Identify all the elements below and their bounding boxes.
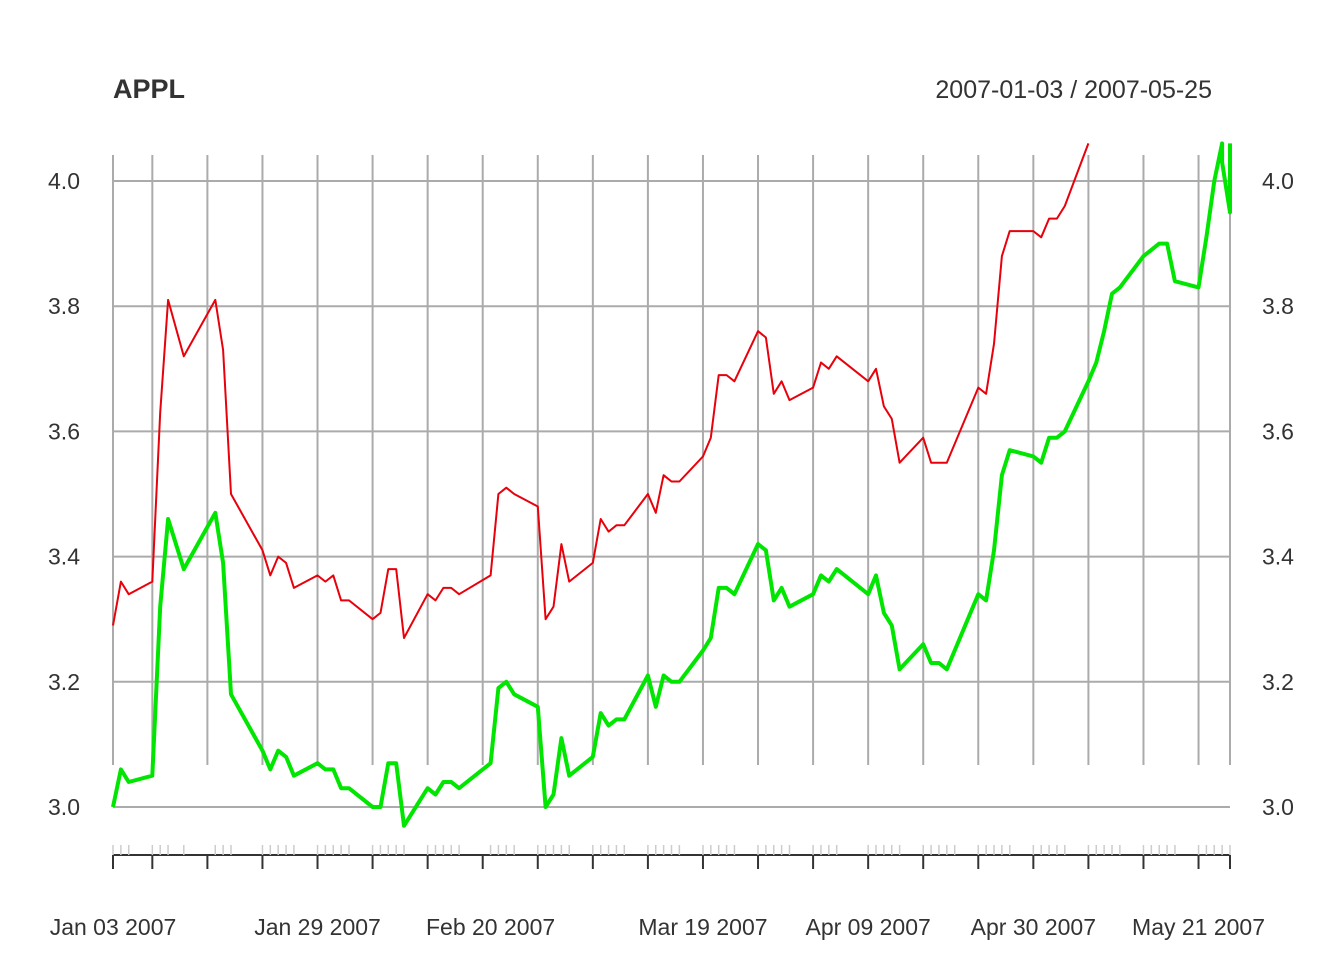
y-tick-label: 3.0 (48, 794, 80, 820)
y-axis-left: 3.0 3.2 3.4 3.6 3.8 4.0 (48, 168, 80, 820)
x-axis: Jan 03 2007 Jan 29 2007 Feb 20 2007 Mar 19 … (50, 845, 1265, 940)
y-tick-label: 3.8 (1262, 293, 1294, 319)
chart-title: APPL (113, 74, 185, 104)
x-tick-label: Jan 29 2007 (254, 914, 381, 940)
y-tick-label: 4.0 (1262, 168, 1294, 194)
y-tick-label: 3.2 (1262, 669, 1294, 695)
x-tick-label: Feb 20 2007 (426, 914, 555, 940)
x-tick-label: May 21 2007 (1132, 914, 1265, 940)
series-line-1 (112, 143, 1090, 639)
y-tick-label: 3.4 (1262, 544, 1294, 570)
date-range: 2007-01-03 / 2007-05-25 (935, 76, 1212, 104)
horizontal-grid (113, 180, 1230, 808)
y-tick-label: 3.2 (48, 669, 80, 695)
series-line-2 (111, 141, 1232, 828)
series-lines (111, 141, 1232, 828)
y-tick-label: 3.8 (48, 293, 80, 319)
x-tick-label: Mar 19 2007 (638, 914, 767, 940)
x-tick-label: Apr 09 2007 (805, 914, 930, 940)
y-axis-right: 3.0 3.2 3.4 3.6 3.8 4.0 (1262, 168, 1294, 820)
y-tick-label: 3.4 (48, 544, 80, 570)
y-tick-label: 3.6 (48, 418, 80, 444)
y-tick-label: 3.0 (1262, 794, 1294, 820)
x-tick-label: Apr 30 2007 (971, 914, 1096, 940)
vertical-grid (112, 155, 1231, 765)
y-tick-label: 4.0 (48, 168, 80, 194)
y-tick-label: 3.6 (1262, 418, 1294, 444)
x-tick-label: Jan 03 2007 (50, 914, 177, 940)
